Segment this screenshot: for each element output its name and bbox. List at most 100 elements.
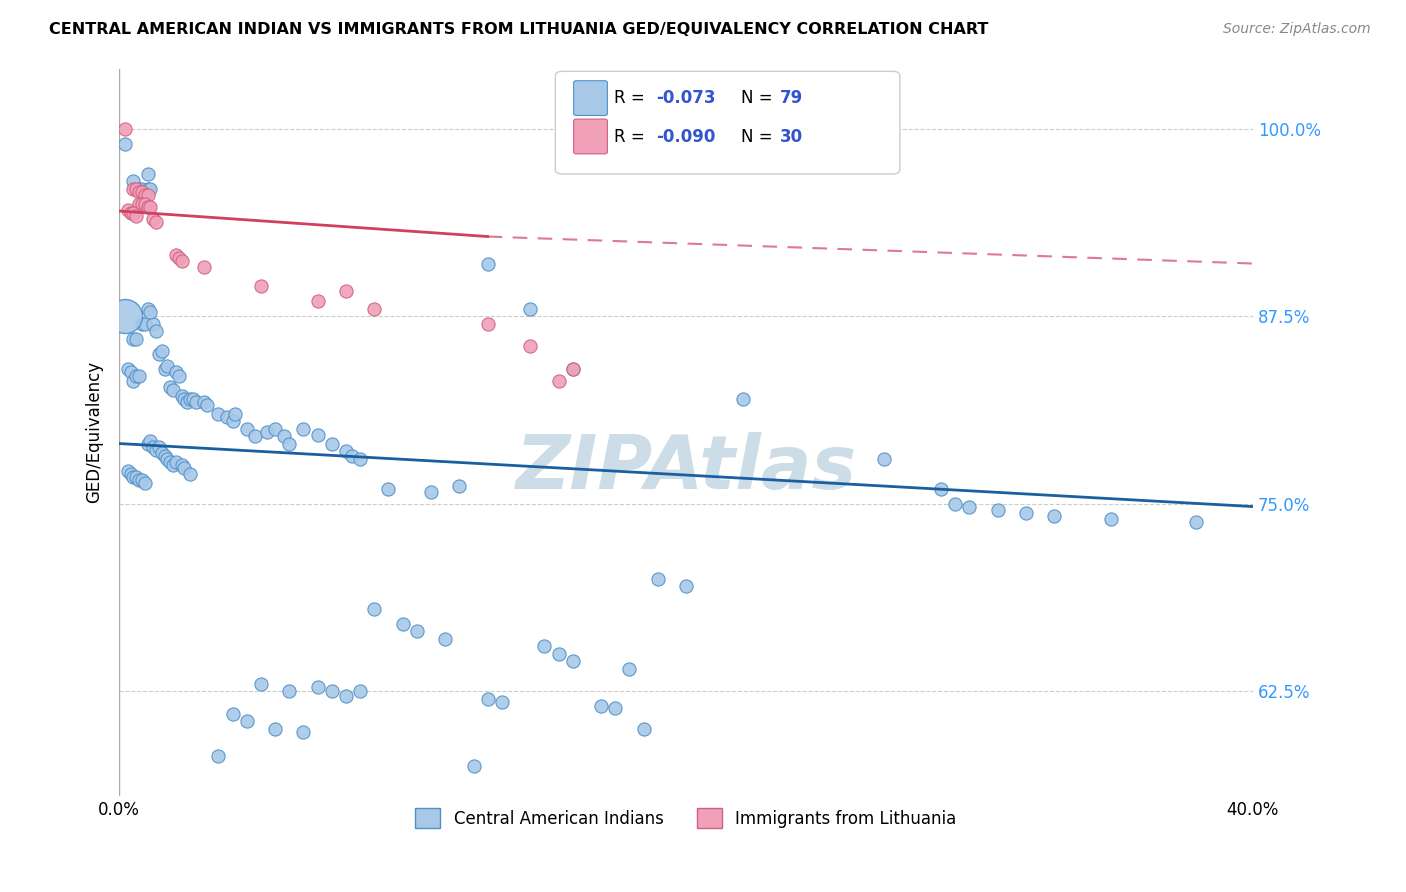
Point <box>136 200 159 214</box>
Point <box>1185 515 1208 529</box>
Point <box>134 187 156 202</box>
Point <box>605 700 627 714</box>
Point <box>278 436 301 450</box>
Point <box>139 434 162 448</box>
Point <box>463 759 485 773</box>
Point <box>134 196 156 211</box>
Point <box>224 407 246 421</box>
Point <box>122 181 145 195</box>
Point <box>128 196 150 211</box>
Point <box>250 676 273 690</box>
Point <box>321 684 343 698</box>
Point <box>561 654 583 668</box>
Point <box>117 464 139 478</box>
Point <box>391 616 413 631</box>
Point <box>131 196 153 211</box>
Point <box>173 392 195 406</box>
Point <box>207 407 229 421</box>
Point <box>1043 508 1066 523</box>
Point <box>221 414 243 428</box>
Point <box>162 458 184 472</box>
Point <box>117 361 139 376</box>
Point <box>128 473 150 487</box>
Point <box>273 429 295 443</box>
Point <box>145 324 167 338</box>
Point <box>179 467 201 481</box>
Point <box>264 421 287 435</box>
Point <box>589 699 612 714</box>
Point <box>145 214 167 228</box>
Point <box>125 469 148 483</box>
Point <box>139 304 162 318</box>
Point <box>363 301 385 316</box>
Point <box>236 421 259 435</box>
Text: R =: R = <box>614 89 651 107</box>
Point <box>114 136 136 151</box>
Point <box>170 458 193 472</box>
Point <box>195 398 218 412</box>
Point <box>145 442 167 457</box>
Point <box>215 409 238 424</box>
Point <box>434 632 457 646</box>
Point <box>125 332 148 346</box>
Legend: Central American Indians, Immigrants from Lithuania: Central American Indians, Immigrants fro… <box>409 801 963 835</box>
Point <box>1015 506 1038 520</box>
Point <box>165 247 187 261</box>
Point <box>264 722 287 736</box>
Point <box>179 392 201 406</box>
Point <box>136 301 159 316</box>
Point <box>170 388 193 402</box>
Point <box>122 205 145 219</box>
Point <box>134 475 156 490</box>
Point <box>307 680 329 694</box>
Point <box>547 647 569 661</box>
Point <box>181 392 204 406</box>
Point <box>405 624 427 638</box>
Point <box>633 722 655 736</box>
Point <box>167 251 190 265</box>
Point <box>142 317 165 331</box>
Point <box>176 394 198 409</box>
Point <box>292 724 315 739</box>
Point <box>193 394 215 409</box>
Point <box>533 639 555 653</box>
Point <box>131 185 153 199</box>
Point <box>153 361 176 376</box>
Point <box>561 361 583 376</box>
Point <box>193 260 215 274</box>
Point <box>959 500 981 514</box>
Point <box>125 209 148 223</box>
Point <box>128 185 150 199</box>
Point <box>519 339 541 353</box>
Point <box>122 174 145 188</box>
Point <box>170 253 193 268</box>
Y-axis label: GED/Equivalency: GED/Equivalency <box>86 361 103 503</box>
Point <box>167 369 190 384</box>
Point <box>125 369 148 384</box>
Point <box>134 317 156 331</box>
Point <box>349 684 371 698</box>
Point <box>335 689 357 703</box>
Text: N =: N = <box>741 128 778 145</box>
Point <box>307 293 329 308</box>
Point <box>148 346 170 360</box>
Point <box>335 444 357 458</box>
Point <box>349 451 371 466</box>
Point <box>128 369 150 384</box>
Point <box>245 429 267 443</box>
Point <box>929 482 952 496</box>
Point <box>307 427 329 442</box>
Text: 30: 30 <box>780 128 803 145</box>
Point <box>117 202 139 217</box>
Point <box>250 279 273 293</box>
Point <box>449 478 471 492</box>
Point <box>159 379 181 393</box>
Point <box>128 181 150 195</box>
Text: -0.090: -0.090 <box>657 128 716 145</box>
Point <box>340 449 363 463</box>
Point <box>363 601 385 615</box>
Point <box>142 440 165 454</box>
Point <box>236 714 259 728</box>
Point <box>619 662 641 676</box>
Point <box>125 181 148 195</box>
